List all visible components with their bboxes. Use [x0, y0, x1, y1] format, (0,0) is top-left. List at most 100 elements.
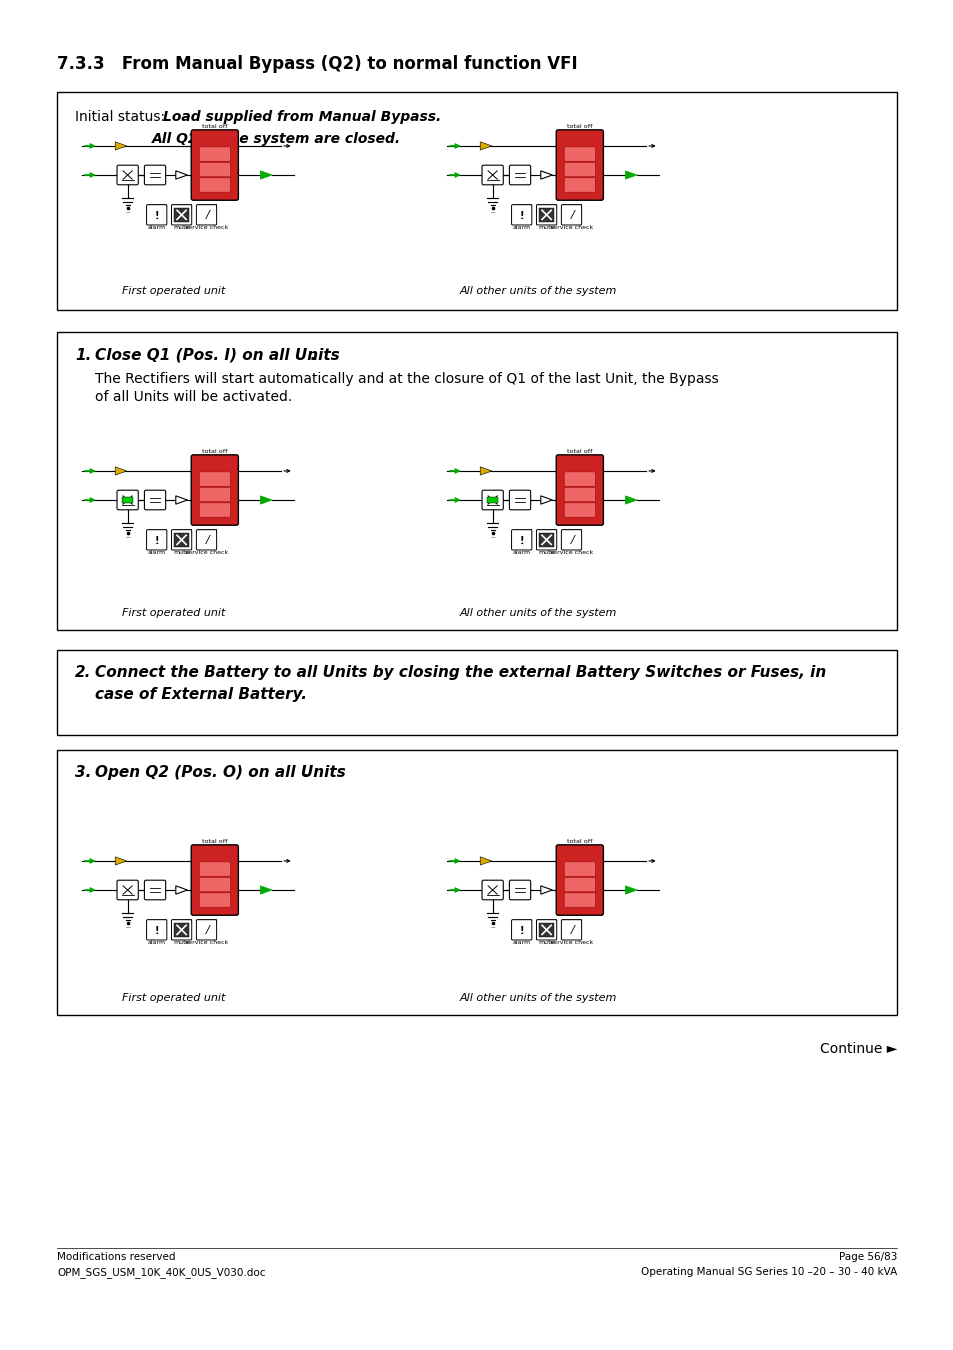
Bar: [561, 204, 580, 208]
Polygon shape: [625, 886, 637, 894]
Polygon shape: [115, 142, 127, 150]
FancyBboxPatch shape: [172, 919, 192, 940]
Text: Load supplied from Manual Bypass.: Load supplied from Manual Bypass.: [163, 109, 441, 124]
FancyBboxPatch shape: [147, 205, 167, 225]
FancyBboxPatch shape: [563, 178, 595, 192]
Text: Open Q2 (Pos. O) on all Units: Open Q2 (Pos. O) on all Units: [95, 765, 345, 780]
FancyBboxPatch shape: [117, 165, 138, 185]
Bar: [122, 497, 133, 504]
Text: /: /: [206, 925, 209, 934]
FancyBboxPatch shape: [191, 455, 238, 525]
Polygon shape: [540, 495, 552, 504]
FancyBboxPatch shape: [511, 529, 531, 549]
Text: Close Q1 (Pos. I) on all Units: Close Q1 (Pos. I) on all Units: [95, 348, 339, 363]
Bar: [148, 529, 166, 533]
FancyBboxPatch shape: [509, 880, 530, 900]
FancyBboxPatch shape: [196, 919, 216, 940]
Text: —: —: [490, 536, 495, 541]
Text: service check: service check: [185, 549, 228, 555]
Bar: [486, 497, 497, 504]
Text: Operating Manual SG Series 10 –20 – 30 - 40 kVA: Operating Manual SG Series 10 –20 – 30 -…: [640, 1268, 896, 1277]
Bar: [538, 922, 553, 937]
FancyBboxPatch shape: [560, 529, 581, 549]
FancyBboxPatch shape: [563, 472, 595, 486]
FancyBboxPatch shape: [199, 502, 230, 517]
Text: Continue ►: Continue ►: [819, 1042, 896, 1056]
FancyBboxPatch shape: [199, 147, 230, 161]
Bar: [57, 92, 896, 310]
FancyBboxPatch shape: [509, 490, 530, 510]
Polygon shape: [540, 171, 552, 180]
Polygon shape: [115, 467, 127, 475]
FancyBboxPatch shape: [199, 878, 230, 892]
Text: All other units of the system: All other units of the system: [459, 286, 617, 296]
FancyBboxPatch shape: [144, 165, 166, 185]
Polygon shape: [175, 886, 187, 894]
Text: /: /: [570, 925, 574, 934]
FancyBboxPatch shape: [563, 878, 595, 892]
Polygon shape: [260, 171, 272, 180]
Polygon shape: [540, 886, 552, 894]
Bar: [537, 529, 556, 533]
FancyBboxPatch shape: [172, 205, 192, 225]
Text: 2.: 2.: [75, 666, 91, 680]
Text: case of External Battery.: case of External Battery.: [95, 687, 307, 702]
Bar: [172, 204, 191, 208]
Text: First operated unit: First operated unit: [121, 608, 225, 618]
FancyBboxPatch shape: [563, 162, 595, 177]
Text: !: !: [154, 926, 159, 936]
FancyBboxPatch shape: [144, 490, 166, 510]
FancyBboxPatch shape: [556, 845, 602, 915]
FancyBboxPatch shape: [563, 147, 595, 161]
FancyBboxPatch shape: [147, 529, 167, 549]
Polygon shape: [479, 142, 492, 150]
Text: /: /: [206, 209, 209, 220]
FancyBboxPatch shape: [196, 529, 216, 549]
Bar: [172, 529, 191, 533]
Bar: [537, 919, 556, 922]
Bar: [174, 208, 189, 221]
FancyBboxPatch shape: [509, 165, 530, 185]
FancyBboxPatch shape: [199, 178, 230, 192]
Text: mute: mute: [173, 940, 190, 945]
Bar: [174, 922, 189, 937]
FancyBboxPatch shape: [511, 919, 531, 940]
Text: Connect the Battery to all Units by closing the external Battery Switches or Fus: Connect the Battery to all Units by clos…: [95, 666, 825, 680]
Bar: [57, 751, 896, 1015]
Text: service check: service check: [185, 225, 228, 230]
Text: First operated unit: First operated unit: [121, 286, 225, 296]
Text: mute: mute: [537, 549, 555, 555]
Bar: [197, 204, 215, 208]
Polygon shape: [479, 857, 492, 865]
Bar: [561, 919, 580, 922]
FancyBboxPatch shape: [481, 490, 503, 510]
FancyBboxPatch shape: [199, 162, 230, 177]
FancyBboxPatch shape: [191, 130, 238, 200]
FancyBboxPatch shape: [481, 880, 503, 900]
Text: /: /: [570, 209, 574, 220]
FancyBboxPatch shape: [563, 892, 595, 907]
FancyBboxPatch shape: [191, 845, 238, 915]
Text: total off: total off: [566, 450, 592, 455]
Polygon shape: [479, 467, 492, 475]
FancyBboxPatch shape: [536, 919, 557, 940]
Text: /: /: [206, 535, 209, 545]
Text: —: —: [490, 211, 495, 216]
FancyBboxPatch shape: [563, 861, 595, 876]
Polygon shape: [175, 171, 187, 180]
Bar: [174, 533, 189, 547]
Text: 3.: 3.: [75, 765, 91, 780]
FancyBboxPatch shape: [556, 455, 602, 525]
Text: Modifications reserved: Modifications reserved: [57, 1251, 175, 1262]
Text: Initial status:: Initial status:: [75, 109, 173, 124]
Text: !: !: [518, 211, 523, 221]
FancyBboxPatch shape: [556, 130, 602, 200]
FancyBboxPatch shape: [560, 205, 581, 225]
Text: .: .: [303, 765, 309, 780]
Bar: [197, 529, 215, 533]
Text: —: —: [125, 211, 130, 216]
Text: alarm: alarm: [148, 549, 166, 555]
Text: total off: total off: [566, 124, 592, 130]
Polygon shape: [260, 886, 272, 894]
Polygon shape: [625, 171, 637, 180]
